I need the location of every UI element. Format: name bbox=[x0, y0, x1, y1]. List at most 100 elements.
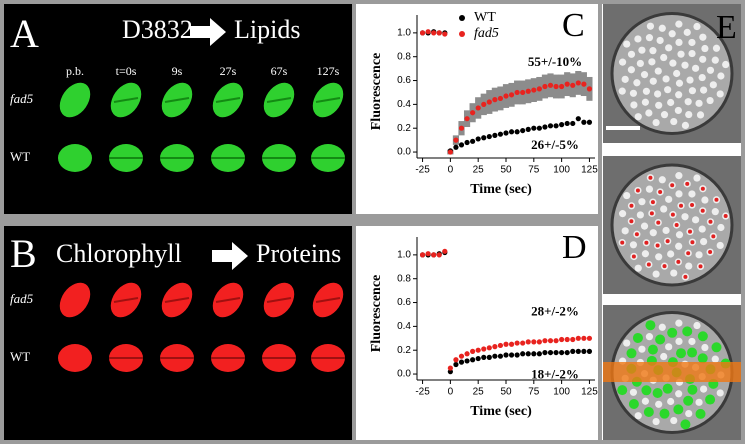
granule bbox=[688, 337, 696, 346]
granule bbox=[706, 66, 715, 74]
detected-spot bbox=[646, 262, 651, 267]
x-tick-label: 125 bbox=[581, 165, 598, 176]
data-point bbox=[470, 138, 476, 144]
data-point bbox=[458, 359, 465, 365]
data-point bbox=[570, 82, 576, 88]
detected-spot bbox=[674, 223, 679, 227]
granule bbox=[658, 24, 666, 32]
granule bbox=[655, 253, 663, 261]
detected-spot bbox=[686, 251, 691, 256]
bleach-region bbox=[603, 362, 741, 382]
micrographs bbox=[603, 4, 741, 440]
granule bbox=[711, 208, 719, 216]
y-tick-label: 0.0 bbox=[397, 369, 411, 380]
data-point bbox=[553, 349, 559, 356]
granule bbox=[636, 59, 644, 68]
granule bbox=[629, 89, 638, 97]
detected-spot bbox=[648, 175, 653, 180]
data-point bbox=[581, 335, 587, 341]
granule bbox=[695, 251, 703, 259]
target-label: Proteins bbox=[256, 239, 341, 268]
data-point bbox=[447, 149, 453, 155]
annotation: 18+/-2% bbox=[531, 366, 579, 381]
data-point bbox=[531, 87, 537, 93]
granule bbox=[623, 40, 631, 48]
data-point bbox=[559, 349, 565, 356]
granule bbox=[645, 333, 654, 341]
panel-b bbox=[4, 226, 352, 440]
data-point bbox=[542, 83, 548, 90]
granule bbox=[691, 216, 700, 224]
granule bbox=[675, 38, 683, 47]
data-point bbox=[442, 248, 448, 254]
data-point bbox=[458, 125, 465, 131]
granule bbox=[717, 223, 725, 232]
bleach-line bbox=[164, 297, 190, 303]
detected-spot bbox=[626, 348, 637, 359]
granule bbox=[693, 321, 701, 330]
data-point bbox=[475, 136, 481, 142]
granule bbox=[698, 73, 706, 82]
granule bbox=[684, 98, 692, 106]
x-tick-label: 75 bbox=[528, 387, 540, 398]
granule bbox=[699, 33, 707, 41]
granule bbox=[700, 385, 708, 393]
detected-spot bbox=[687, 347, 698, 358]
detected-spot bbox=[687, 384, 698, 395]
x-tick-label: 25 bbox=[473, 387, 485, 398]
detected-spot bbox=[685, 181, 690, 186]
granule bbox=[621, 75, 629, 83]
granule bbox=[646, 22, 655, 30]
granule bbox=[685, 409, 693, 418]
data-point bbox=[492, 344, 498, 350]
granule bbox=[670, 416, 678, 425]
data-point bbox=[570, 348, 576, 354]
granule bbox=[660, 205, 668, 213]
data-point bbox=[581, 81, 587, 87]
detected-spot bbox=[628, 398, 639, 409]
annotation: 55+/-10% bbox=[528, 54, 582, 69]
granule bbox=[700, 86, 708, 94]
data-point bbox=[581, 119, 587, 125]
y-tick-label: 0.4 bbox=[397, 321, 411, 332]
source-label: D3832 bbox=[122, 15, 193, 44]
detected-spot bbox=[700, 186, 705, 191]
timepoint-label: t=0s bbox=[116, 64, 137, 78]
panel-label: B bbox=[10, 231, 37, 276]
detected-spot bbox=[629, 203, 634, 208]
timepoint-label: p.b. bbox=[66, 64, 84, 78]
y-tick-label: 0.6 bbox=[397, 75, 411, 86]
granule bbox=[649, 47, 657, 55]
granule bbox=[675, 190, 683, 198]
granule bbox=[660, 111, 669, 119]
detected-spot bbox=[708, 250, 713, 255]
granule bbox=[722, 60, 730, 69]
target-label: Lipids bbox=[234, 15, 300, 44]
granule bbox=[649, 77, 657, 85]
granule bbox=[641, 397, 650, 405]
granule bbox=[675, 231, 684, 239]
detected-spot bbox=[635, 188, 640, 193]
y-tick-label: 0.6 bbox=[397, 297, 411, 308]
y-axis-label: Fluorescence bbox=[369, 275, 384, 353]
panel-d bbox=[356, 226, 598, 440]
granule bbox=[675, 20, 683, 28]
granule bbox=[667, 250, 675, 258]
y-tick-label: 1.0 bbox=[397, 250, 411, 261]
data-point bbox=[547, 338, 554, 344]
data-point bbox=[547, 123, 554, 129]
panel-label: A bbox=[10, 11, 39, 56]
arrow bbox=[190, 18, 226, 46]
data-point bbox=[481, 346, 487, 352]
detected-spot bbox=[682, 326, 693, 337]
data-point bbox=[570, 120, 576, 127]
granule bbox=[696, 111, 705, 119]
x-tick-label: 25 bbox=[473, 165, 485, 176]
detected-spot bbox=[647, 344, 658, 355]
detected-spot bbox=[632, 332, 643, 343]
granule bbox=[665, 44, 673, 52]
granule bbox=[618, 87, 626, 95]
granule bbox=[688, 49, 696, 58]
granule bbox=[629, 388, 638, 396]
granule bbox=[633, 79, 641, 87]
